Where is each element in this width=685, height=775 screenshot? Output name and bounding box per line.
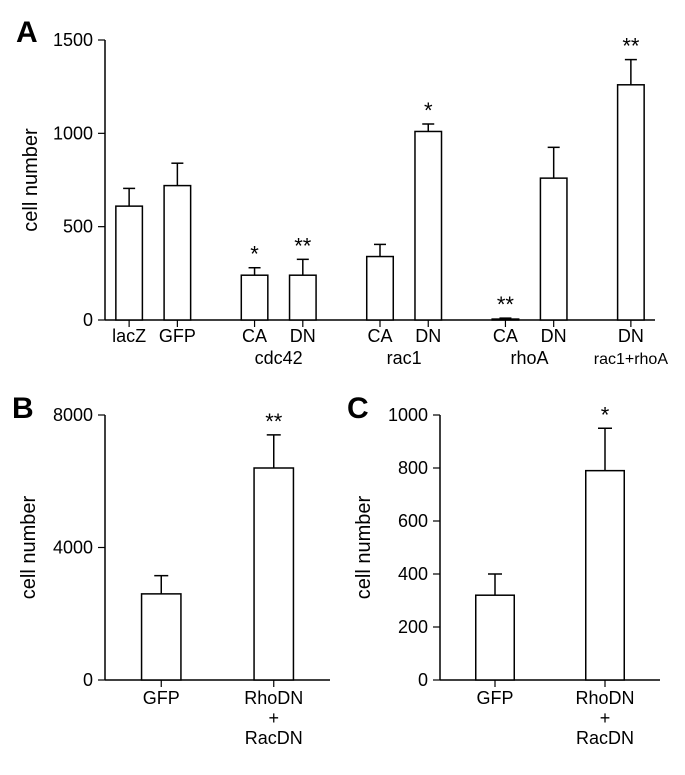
- x-category: CA: [493, 326, 518, 346]
- x-category: RacDN: [245, 728, 303, 748]
- bar: [586, 471, 625, 680]
- bar: [540, 178, 567, 320]
- bar: [254, 468, 293, 680]
- panel-letter: C: [347, 392, 369, 425]
- x-category: DN: [541, 326, 567, 346]
- x-group-label: cdc42: [255, 348, 303, 368]
- x-category: DN: [618, 326, 644, 346]
- bar: [241, 275, 268, 320]
- bar: [290, 275, 317, 320]
- x-category: CA: [367, 326, 392, 346]
- bar: [367, 257, 394, 320]
- svg-text:800: 800: [398, 458, 428, 478]
- bar: [415, 131, 442, 320]
- x-category: lacZ: [112, 326, 146, 346]
- x-category: RhoDN: [244, 688, 303, 708]
- bar: [618, 85, 645, 320]
- svg-text:500: 500: [63, 217, 93, 237]
- svg-text:600: 600: [398, 511, 428, 531]
- svg-text:1000: 1000: [388, 405, 428, 425]
- svg-text:0: 0: [83, 670, 93, 690]
- x-group-label: rac1+rhoA: [594, 351, 669, 368]
- x-category: DN: [290, 326, 316, 346]
- svg-text:4000: 4000: [53, 538, 93, 558]
- x-category: DN: [415, 326, 441, 346]
- x-category: GFP: [476, 688, 513, 708]
- svg-text:400: 400: [398, 564, 428, 584]
- panel-letter-a: A: [16, 16, 38, 49]
- panel-a-chart: A 0 500 1000 1500 cell number lacZ GFP * CA ** DN CA…: [10, 10, 675, 390]
- significance-marker: *: [601, 402, 610, 427]
- bar: [164, 186, 191, 320]
- bar: [116, 206, 143, 320]
- svg-text:0: 0: [418, 670, 428, 690]
- bar: [476, 595, 515, 680]
- significance-marker: **: [497, 292, 515, 317]
- significance-marker: *: [250, 242, 259, 267]
- panel-b-chart: B 0 4000 8000 cell number GFP ** RhoDN+RacDN: [10, 390, 345, 765]
- significance-marker: **: [294, 233, 312, 258]
- significance-marker: **: [265, 409, 283, 434]
- svg-text:1000: 1000: [53, 123, 93, 143]
- x-category: RacDN: [576, 728, 634, 748]
- svg-text:200: 200: [398, 617, 428, 637]
- ylabel: cell number: [353, 495, 375, 599]
- x-category: GFP: [143, 688, 180, 708]
- significance-marker: *: [424, 98, 433, 123]
- x-category: CA: [242, 326, 267, 346]
- ylabel: cell number: [18, 495, 40, 599]
- x-group-label: rhoA: [511, 348, 549, 368]
- x-category: GFP: [159, 326, 196, 346]
- x-category: RhoDN: [575, 688, 634, 708]
- bar: [492, 319, 519, 320]
- panel-c-chart: C 0 200 400 600 800 1000 cell number GFP * RhoDN+R…: [345, 390, 675, 765]
- svg-text:8000: 8000: [53, 405, 93, 425]
- x-group-label: rac1: [387, 348, 422, 368]
- panel-letter: B: [12, 392, 34, 425]
- significance-marker: **: [622, 34, 640, 59]
- svg-text:1500: 1500: [53, 30, 93, 50]
- x-category: +: [268, 708, 279, 728]
- svg-text:0: 0: [83, 310, 93, 330]
- x-category: +: [600, 708, 611, 728]
- panel-a-ylabel: cell number: [20, 128, 42, 232]
- bar: [142, 594, 181, 680]
